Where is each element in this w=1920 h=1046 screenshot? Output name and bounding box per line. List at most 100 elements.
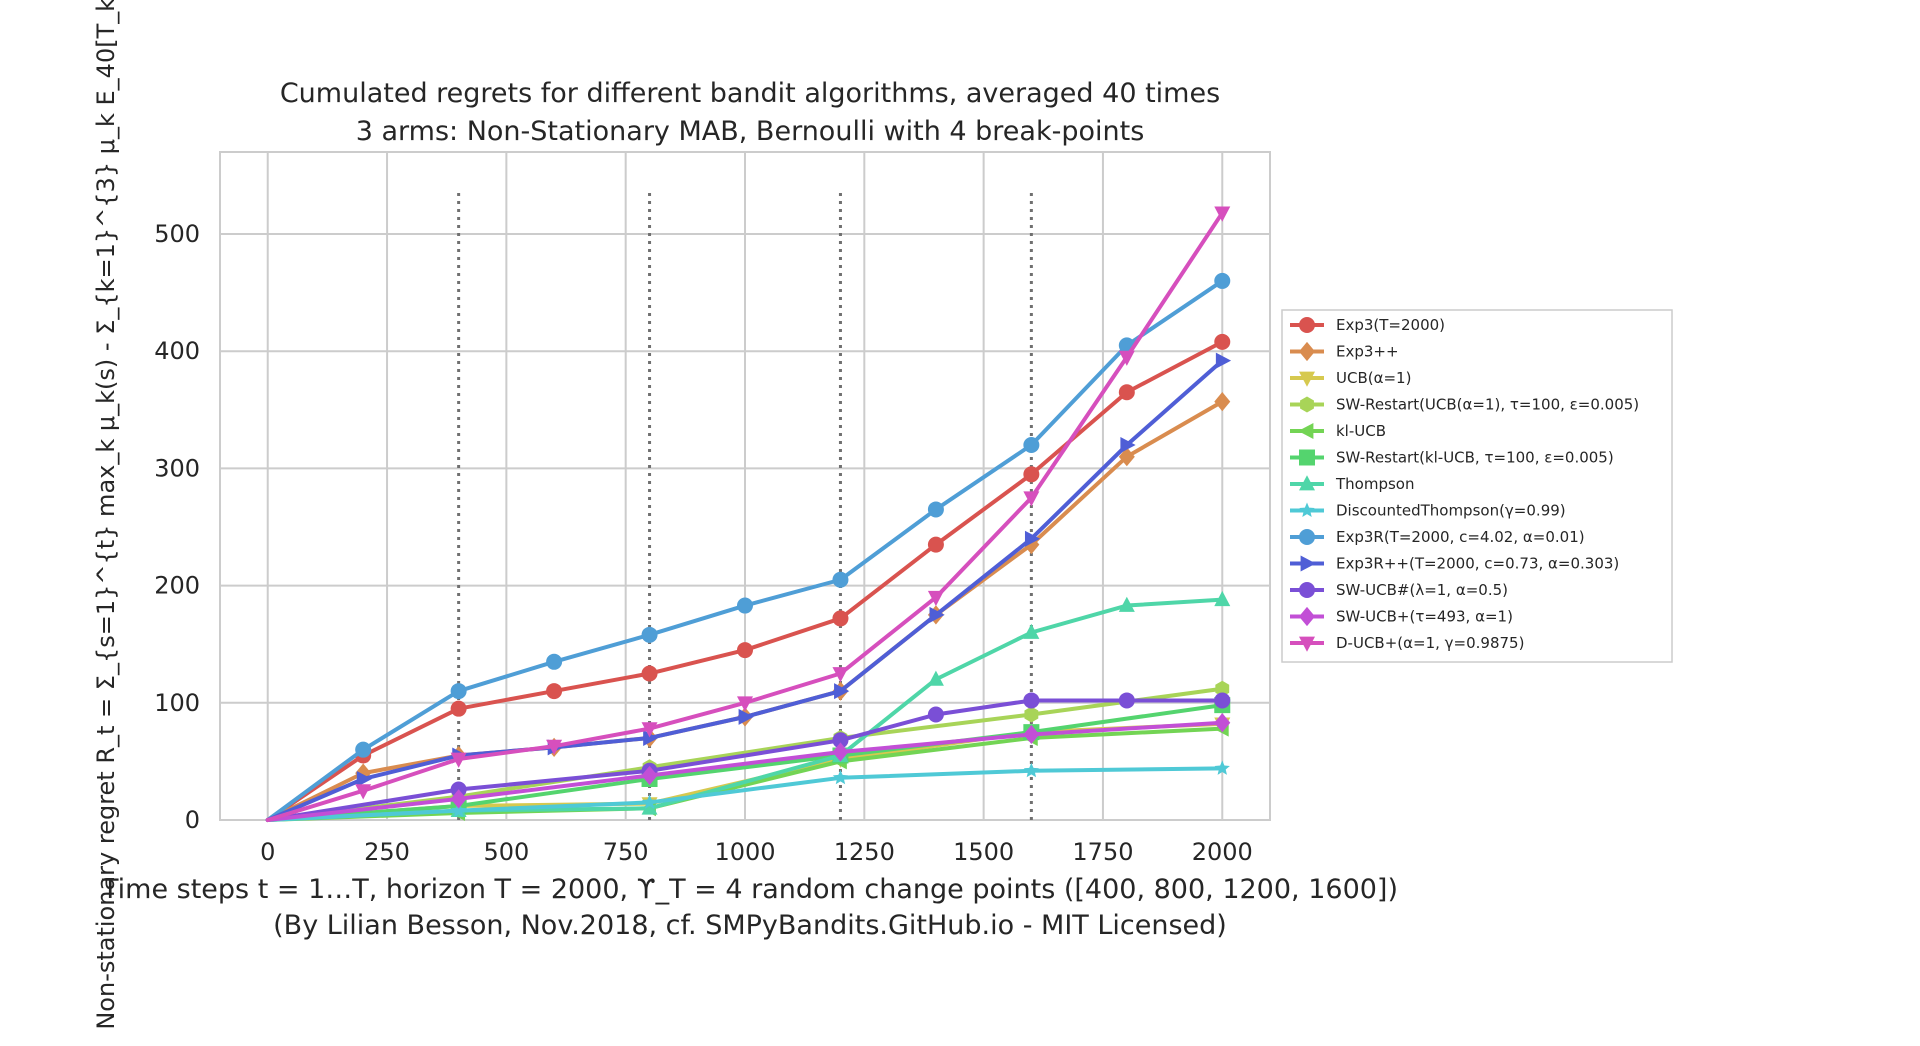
x-tick-label: 500 [483,838,529,866]
data-point [927,536,944,553]
legend-label: SW-Restart(UCB(α=1), τ=100, ε=0.005) [1336,396,1639,414]
data-point [832,610,849,627]
y-tick-label: 200 [154,572,200,600]
y-tick-label: 500 [154,220,200,248]
legend-label: D-UCB+(α=1, γ=0.9875) [1336,634,1524,652]
x-tick-labels: 0 250 500 750 1000 1250 1500 1750 2000 [260,838,1253,866]
x-tick-label: 1750 [1072,838,1133,866]
data-point [1024,530,1041,547]
legend-marker [1299,341,1315,362]
data-point [355,741,372,758]
series-11 [265,713,1231,822]
data-point [832,742,849,762]
x-axis-label: Time steps t = 1…T, horizon T = 2000, ϒ_… [101,874,1398,905]
y-tick-labels: 0 100 200 300 400 500 [154,220,200,834]
grid [220,152,1270,821]
data-point [1118,692,1135,709]
data-point [450,789,467,809]
series-line [265,703,1225,822]
data-point [451,802,467,818]
data-point [738,708,754,725]
chart-title-line1: Cumulated regrets for different bandit a… [280,78,1220,109]
series-line [265,698,1225,822]
data-point [927,670,944,686]
data-point [1023,491,1040,507]
legend-marker [1299,606,1315,627]
data-point [1118,350,1135,366]
series-0 [265,333,1231,822]
data-point [1023,623,1040,639]
legend-entry: Exp3R(T=2000, c=4.02, α=0.01) [1290,528,1585,546]
data-point [1214,206,1231,222]
y-axis-label: Non-stationary regret R_t = Σ_{s=1}^{t} … [92,0,120,1030]
series-line [265,766,1225,822]
legend-marker [1299,449,1315,466]
data-point [355,784,372,800]
data-point [1118,596,1135,612]
data-point [546,683,563,700]
data-point [641,794,658,809]
data-point [641,626,658,643]
legend-marker [1299,475,1315,491]
legend-entry: Exp3++ [1290,341,1399,362]
data-point [1215,680,1230,697]
legend-entry: SW-Restart(UCB(α=1), τ=100, ε=0.005) [1290,396,1639,414]
data-point [546,653,563,670]
legend-entry: SW-UCB#(λ=1, α=0.5) [1290,581,1508,599]
x-tick-label: 2000 [1192,838,1253,866]
data-point [834,683,850,700]
data-point [1214,590,1231,607]
legend-marker [1299,317,1315,333]
data-point [356,770,372,787]
data-point [1118,447,1135,467]
legend-label: UCB(α=1) [1336,369,1411,387]
data-point [927,590,944,607]
data-point [641,765,658,786]
y-tick-label: 100 [154,689,200,717]
legend-box [1281,309,1673,663]
legend-marker [1299,582,1315,598]
data-point [1023,436,1040,453]
x-tick-label: 1250 [834,838,895,866]
data-point [1214,692,1231,709]
data-point [450,700,467,717]
legend-entry: Exp3R++(T=2000, c=0.73, α=0.303) [1290,555,1619,573]
series-7 [265,760,1230,822]
legend-entry: DiscountedThompson(γ=0.99) [1290,502,1566,520]
y-tick-label: 300 [154,454,200,482]
data-point [1118,384,1135,401]
legend-marker [1299,529,1315,545]
legend-label: SW-UCB#(λ=1, α=0.5) [1336,581,1508,599]
data-point [737,696,753,712]
data-point [832,769,849,785]
legend-marker [1299,636,1315,652]
data-point [450,683,467,700]
data-point [737,597,753,614]
y-tick-label: 0 [185,806,200,834]
legend-label: Exp3R(T=2000, c=4.02, α=0.01) [1336,528,1585,546]
data-point [1214,272,1231,289]
data-point [546,739,563,755]
x-tick-label: 1000 [714,838,775,866]
series-9 [265,352,1232,822]
data-point [1023,724,1040,745]
series-line [265,720,1225,822]
legend-marker [1299,371,1315,387]
data-point [1214,760,1230,775]
data-point [927,501,944,518]
data-point [929,606,945,623]
x-tick-label: 750 [603,838,649,866]
legend-label: kl-UCB [1336,422,1386,440]
series-layer [265,206,1232,822]
data-point [1023,466,1040,483]
legend: Exp3(T=2000) Exp3++ UCB(α=1) SW-Restart(UCB… [1281,309,1673,663]
y-tick-label: 400 [154,337,200,365]
data-point [927,706,944,723]
legend-label: Thompson [1335,475,1414,493]
data-point [832,667,849,683]
legend-label: Exp3(T=2000) [1336,316,1445,334]
x-tick-label: 250 [364,838,410,866]
data-point [1023,762,1039,778]
legend-entry: Thompson [1290,475,1414,493]
